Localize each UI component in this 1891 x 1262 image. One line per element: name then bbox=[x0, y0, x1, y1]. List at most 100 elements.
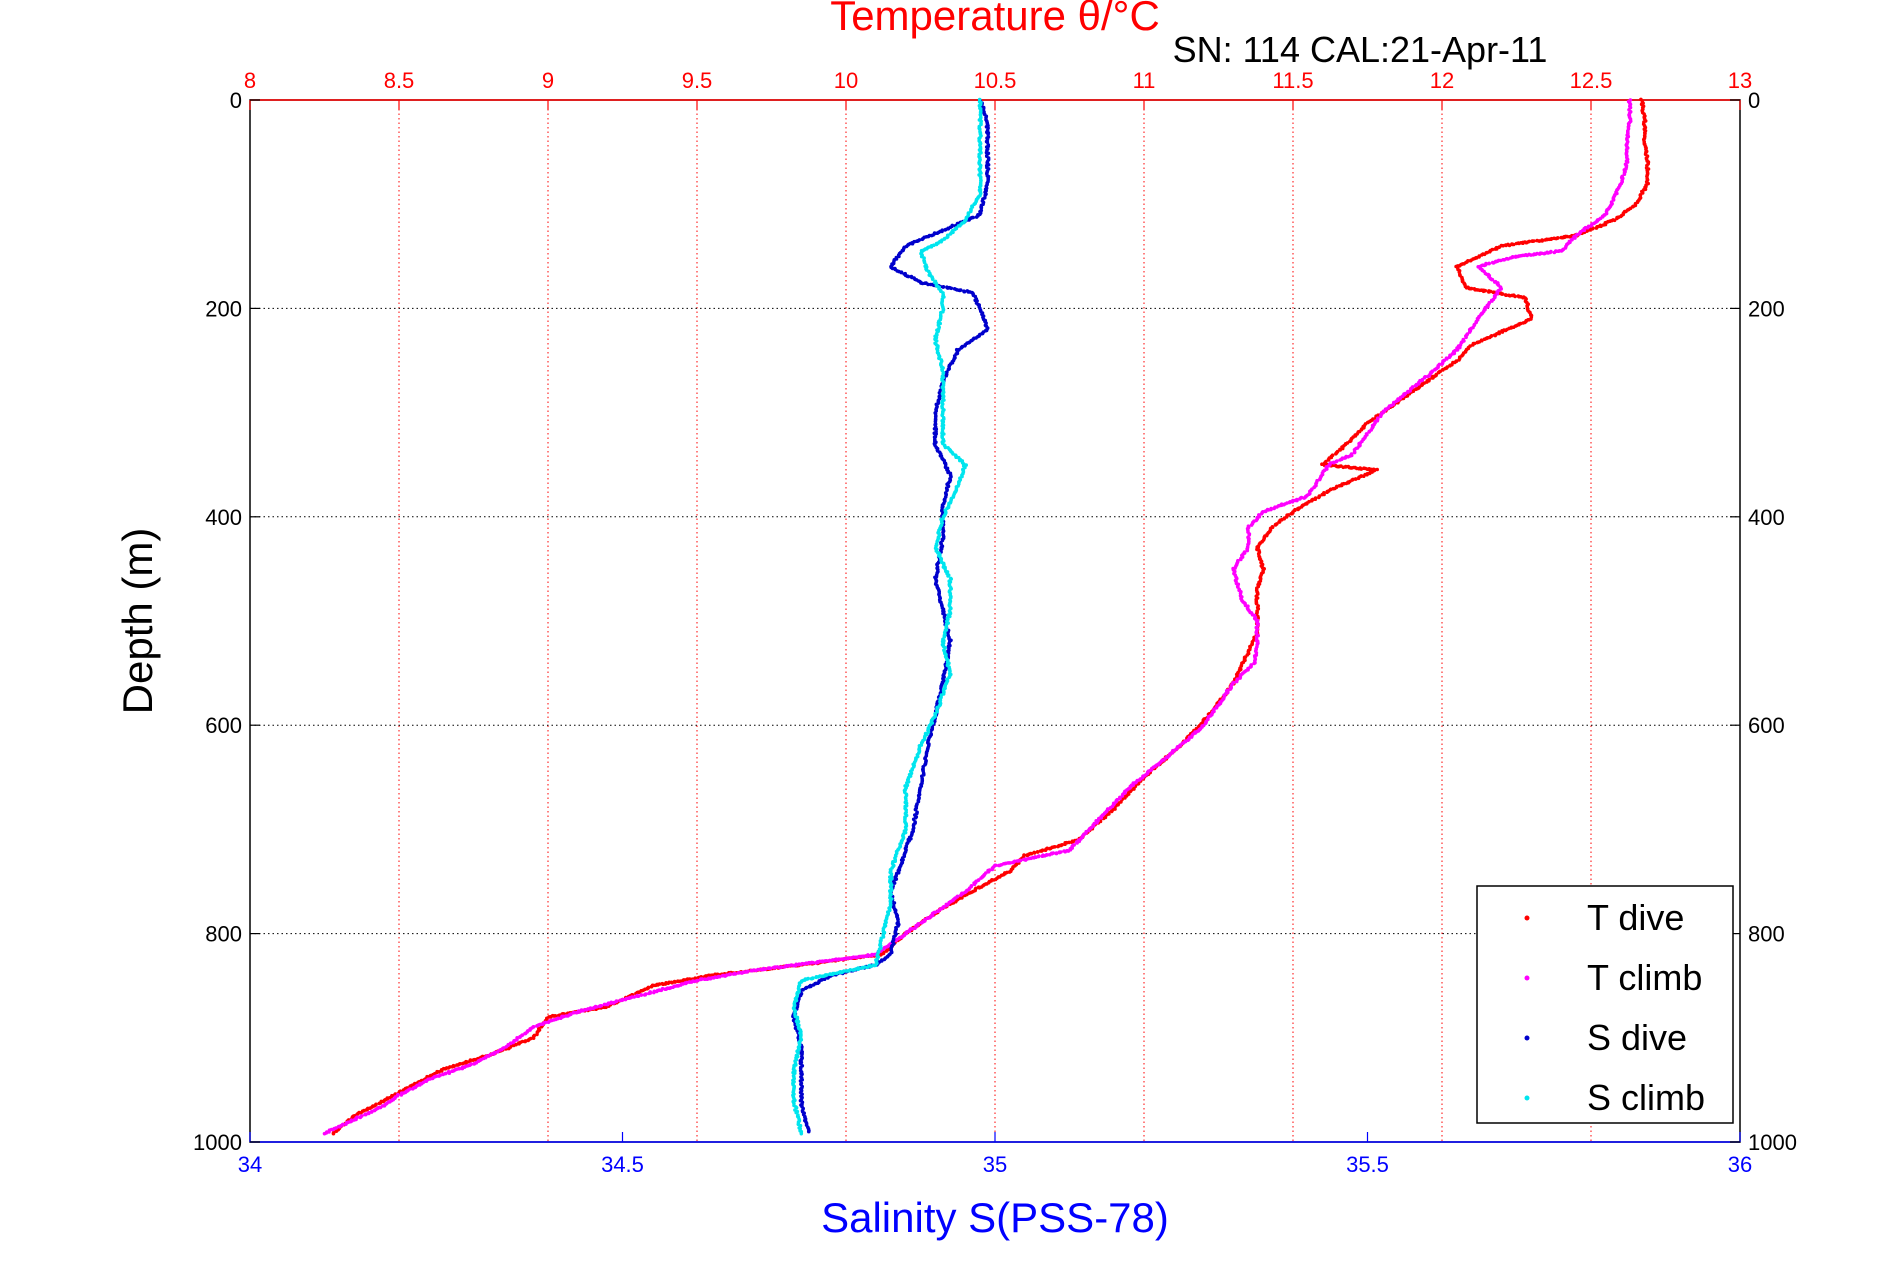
data-point bbox=[732, 972, 736, 976]
data-point bbox=[1338, 458, 1342, 462]
legend-entry-label: S dive bbox=[1587, 1017, 1687, 1058]
depth-tick-label-left: 0 bbox=[230, 88, 242, 113]
temperature-tick-label: 12.5 bbox=[1570, 68, 1613, 93]
data-point bbox=[1022, 858, 1026, 862]
data-point bbox=[749, 969, 753, 973]
data-point bbox=[1062, 849, 1066, 853]
series-t-climb bbox=[323, 98, 1633, 1135]
data-point bbox=[1026, 854, 1030, 858]
data-point bbox=[1296, 508, 1300, 512]
data-point bbox=[1484, 289, 1488, 293]
data-point bbox=[1235, 680, 1239, 684]
series-s-dive bbox=[791, 99, 990, 1134]
salinity-tick-label: 35.5 bbox=[1346, 1152, 1389, 1177]
legend-marker bbox=[1525, 916, 1530, 921]
temperature-tick-label: 8.5 bbox=[384, 68, 415, 93]
data-point bbox=[1464, 336, 1468, 340]
data-point bbox=[807, 1130, 811, 1134]
data-point bbox=[1325, 490, 1329, 494]
temperature-tick-label: 9.5 bbox=[682, 68, 713, 93]
data-point bbox=[1036, 850, 1040, 854]
chart-subtitle: SN: 114 CAL:21-Apr-11 bbox=[1173, 29, 1548, 70]
legend: T dive T climb S dive S climb bbox=[1477, 886, 1733, 1123]
data-point bbox=[828, 972, 832, 976]
data-point bbox=[975, 215, 979, 219]
legend-marker bbox=[1525, 976, 1530, 981]
data-point bbox=[810, 977, 814, 981]
depth-tick-label-left: 200 bbox=[205, 296, 242, 321]
data-point bbox=[1493, 334, 1497, 338]
data-point bbox=[783, 965, 787, 969]
depth-axis-title: Depth (m) bbox=[114, 528, 161, 715]
data-point bbox=[815, 961, 819, 965]
data-point bbox=[772, 966, 776, 970]
data-point bbox=[941, 285, 945, 289]
depth-tick-label-right: 1000 bbox=[1748, 1130, 1797, 1155]
temperature-axis-title: Temperature θ/°C bbox=[830, 0, 1160, 39]
legend-marker bbox=[1525, 1036, 1530, 1041]
data-point bbox=[997, 864, 1001, 868]
data-point bbox=[1491, 261, 1495, 265]
data-point bbox=[535, 1024, 539, 1028]
depth-tick-label-left: 1000 bbox=[193, 1130, 242, 1155]
data-point bbox=[861, 966, 865, 970]
depth-tick-label-right: 800 bbox=[1748, 922, 1785, 947]
data-point bbox=[1334, 452, 1338, 456]
data-point bbox=[358, 1116, 362, 1120]
salinity-axis-title: Salinity S(PSS-78) bbox=[821, 1194, 1169, 1241]
data-point bbox=[1055, 852, 1059, 856]
data-point bbox=[1560, 236, 1564, 240]
data-point bbox=[959, 893, 963, 897]
data-point bbox=[323, 1132, 327, 1136]
data-point bbox=[363, 1113, 367, 1117]
data-point bbox=[603, 1003, 607, 1007]
temperature-tick-label: 10 bbox=[834, 68, 858, 93]
temperature-tick-label: 12 bbox=[1430, 68, 1454, 93]
data-point bbox=[1274, 523, 1278, 527]
data-point bbox=[978, 886, 982, 890]
data-point bbox=[1353, 451, 1357, 455]
data-point bbox=[1595, 226, 1599, 230]
data-point bbox=[1041, 854, 1045, 858]
salinity-tick-label: 34 bbox=[238, 1152, 262, 1177]
temperature-tick-label: 11 bbox=[1133, 68, 1156, 93]
data-point bbox=[448, 1071, 452, 1075]
temperature-tick-label: 10.5 bbox=[974, 68, 1017, 93]
temperature-tick-label: 11.5 bbox=[1272, 68, 1313, 93]
data-point bbox=[1513, 295, 1517, 299]
data-point bbox=[643, 993, 647, 997]
data-point bbox=[1317, 496, 1321, 500]
data-point bbox=[800, 1132, 804, 1136]
depth-tick-label-left: 600 bbox=[205, 713, 242, 738]
temperature-tick-label: 9 bbox=[542, 68, 554, 93]
salinity-tick-label: 34.5 bbox=[601, 1152, 644, 1177]
legend-entry-label: T dive bbox=[1587, 897, 1684, 938]
depth-tick-label-left: 400 bbox=[205, 505, 242, 530]
data-point bbox=[332, 1132, 336, 1136]
depth-tick-label-right: 0 bbox=[1748, 88, 1760, 113]
data-point bbox=[400, 1093, 404, 1097]
data-point bbox=[950, 287, 954, 291]
data-point bbox=[650, 985, 654, 989]
data-point bbox=[920, 921, 924, 925]
legend-entry-label: S climb bbox=[1587, 1077, 1705, 1118]
data-point bbox=[618, 999, 622, 1003]
data-point bbox=[1110, 810, 1114, 814]
data-point bbox=[737, 971, 741, 975]
data-point bbox=[767, 966, 771, 970]
series-t-dive bbox=[332, 98, 1651, 1136]
data-point bbox=[1056, 845, 1060, 849]
data-point bbox=[973, 883, 977, 887]
data-point bbox=[652, 991, 656, 995]
legend-entry-label: T climb bbox=[1587, 957, 1702, 998]
salinity-tick-label: 35 bbox=[983, 1152, 1007, 1177]
data-point bbox=[378, 1102, 382, 1106]
data-point bbox=[1535, 239, 1539, 243]
data-point bbox=[814, 976, 818, 980]
data-point bbox=[1531, 239, 1535, 243]
data-point bbox=[1501, 330, 1505, 334]
data-point bbox=[1250, 523, 1254, 527]
data-point bbox=[826, 976, 830, 980]
data-point bbox=[946, 574, 950, 578]
